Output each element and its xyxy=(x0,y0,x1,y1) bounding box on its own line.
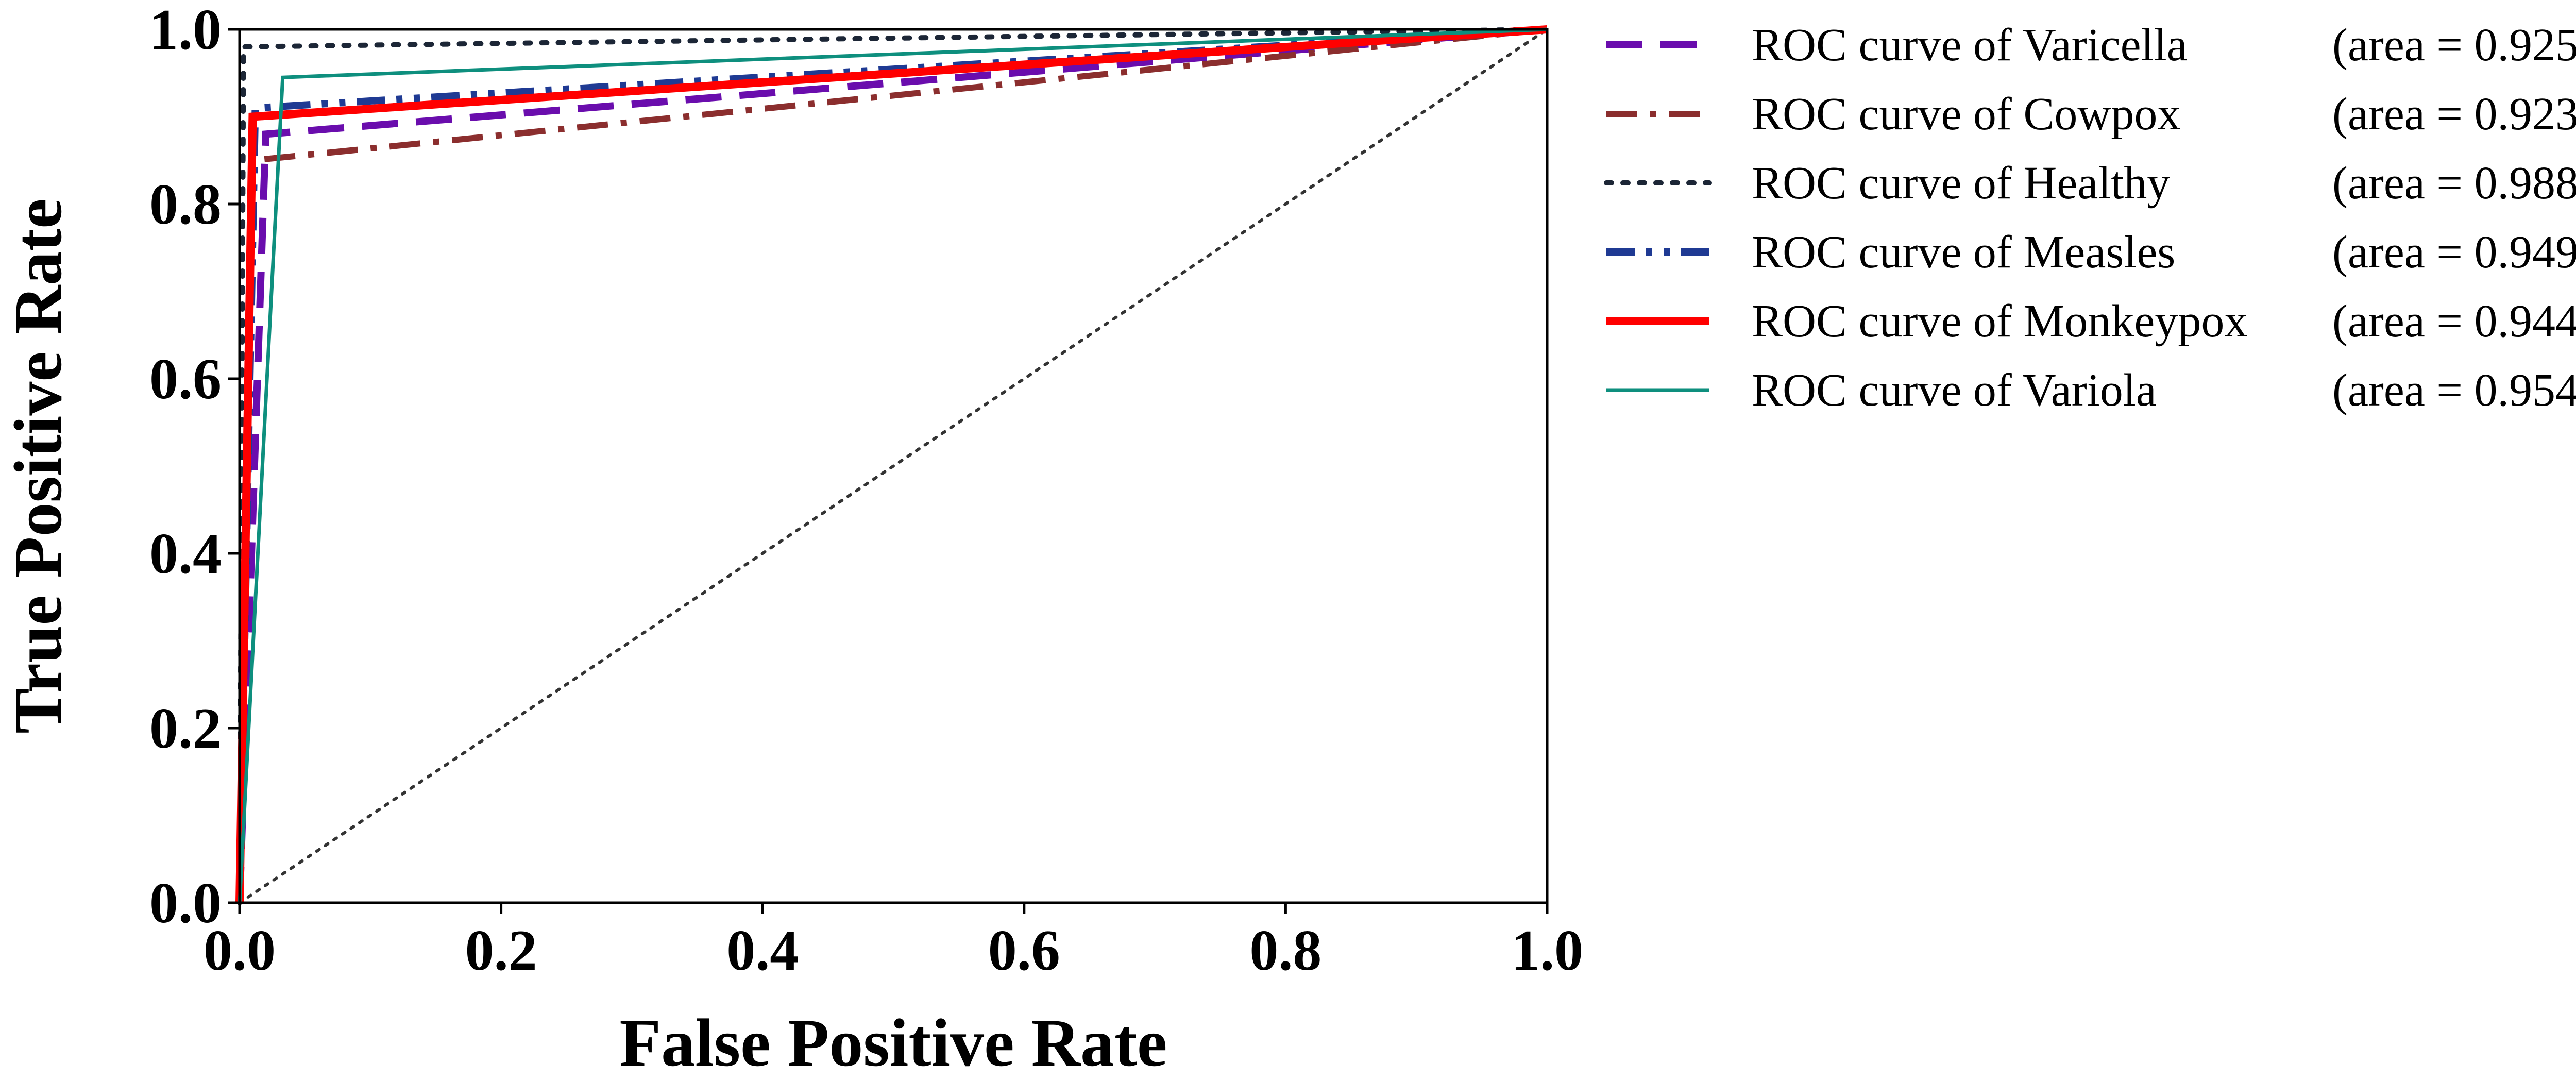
x-tick-label: 0.6 xyxy=(988,919,1060,983)
plot-frame xyxy=(238,28,1549,904)
y-axis-title: True Positive Rate xyxy=(0,198,76,734)
x-tick-label: 1.0 xyxy=(1511,919,1583,983)
x-tick-label: 0.8 xyxy=(1249,919,1321,983)
y-tick-label: 0.4 xyxy=(149,522,222,586)
legend-area-label: (area = 0.9235) xyxy=(2332,89,2576,140)
x-tick-label: 0.2 xyxy=(465,919,537,983)
legend-area-label: (area = 0.9881) xyxy=(2332,158,2576,209)
ticks-layer: 0.0 0.2 0.4 0.6 0.8 1.0 0.0 0.2 0.4 0.6 0.8 1.0 xyxy=(149,0,1583,983)
series-line-0 xyxy=(236,26,1548,903)
legend-series-name: ROC curve of Varicella xyxy=(1752,20,2188,71)
legend-series-name: ROC curve of Healthy xyxy=(1752,158,2170,209)
legend-area-label: (area = 0.9259) xyxy=(2332,20,2576,71)
x-tick-label: 0.0 xyxy=(204,919,276,983)
y-tick-label: 0.6 xyxy=(149,347,222,411)
plot-layer xyxy=(235,25,1550,905)
y-tick-label: 0.2 xyxy=(149,697,222,761)
y-tick-label: 0.8 xyxy=(149,173,222,237)
series-line-5 xyxy=(238,27,1548,903)
legend-series-name: ROC curve of Measles xyxy=(1752,227,2175,278)
legend-series-name: ROC curve of Monkeypox xyxy=(1752,296,2247,347)
legend-area-label: (area = 0.9493) xyxy=(2332,227,2576,278)
legend-area-label: (area = 0.9442) xyxy=(2332,296,2576,347)
reference-diagonal-line xyxy=(238,28,1549,904)
series-line-4 xyxy=(235,25,1548,903)
legend-area-label: (area = 0.9547) xyxy=(2332,365,2576,416)
y-tick-label: 1.0 xyxy=(149,0,222,62)
x-axis-title: False Positive Rate xyxy=(619,1005,1167,1080)
legend-series-name: ROC curve of Cowpox xyxy=(1752,89,2180,140)
legend-series-name: ROC curve of Variola xyxy=(1752,365,2157,416)
y-tick-label: 0.0 xyxy=(149,871,222,935)
x-tick-label: 0.4 xyxy=(726,919,799,983)
legend: ROC curve of Varicella (area = 0.9259) ROC… xyxy=(1604,20,2576,416)
